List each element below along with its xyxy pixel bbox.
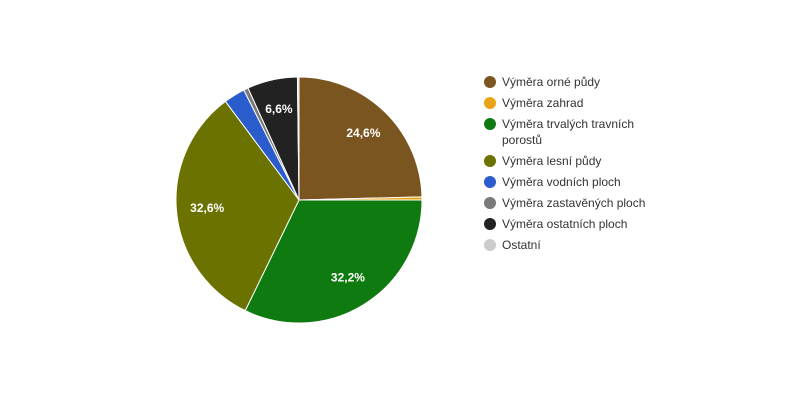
legend: Výměra orné půdy Výměra zahrad Výměra trva… xyxy=(484,74,684,258)
pie-slice xyxy=(244,199,423,324)
legend-item: Výměra zahrad xyxy=(484,95,684,111)
legend-item: Výměra ostatních ploch xyxy=(484,216,684,232)
legend-item: Ostatní xyxy=(484,237,684,253)
legend-label: Výměra zastavěných ploch xyxy=(502,196,646,210)
legend-marker xyxy=(484,76,496,88)
data-label: 6,6% xyxy=(265,102,293,116)
legend-label: Výměra ostatních ploch xyxy=(502,217,628,231)
legend-label: Výměra vodních ploch xyxy=(502,175,621,189)
data-label: 32,6% xyxy=(190,201,224,215)
legend-label: Výměra zahrad xyxy=(502,96,584,110)
legend-marker xyxy=(484,176,496,188)
legend-label: Výměra trvalých travních porostů xyxy=(502,117,635,147)
legend-item: Výměra orné půdy xyxy=(484,74,684,90)
data-label: 24,6% xyxy=(346,126,380,140)
legend-marker xyxy=(484,197,496,209)
legend-label: Výměra lesní půdy xyxy=(502,154,602,168)
data-label: 32,2% xyxy=(331,270,365,284)
legend-label: Ostatní xyxy=(502,238,541,252)
legend-item: Výměra zastavěných ploch xyxy=(484,195,684,211)
pie-slice xyxy=(298,76,423,201)
legend-item: Výměra lesní půdy xyxy=(484,153,684,169)
legend-marker xyxy=(484,97,496,109)
pie-slice xyxy=(296,76,300,201)
legend-marker xyxy=(484,118,496,130)
pie-slice xyxy=(175,100,300,312)
legend-marker xyxy=(484,239,496,251)
legend-marker xyxy=(484,155,496,167)
legend-item: Výměra vodních ploch xyxy=(484,174,684,190)
legend-marker xyxy=(484,218,496,230)
legend-item: Výměra trvalých travních porostů xyxy=(484,116,684,148)
legend-label: Výměra orné půdy xyxy=(502,75,601,89)
